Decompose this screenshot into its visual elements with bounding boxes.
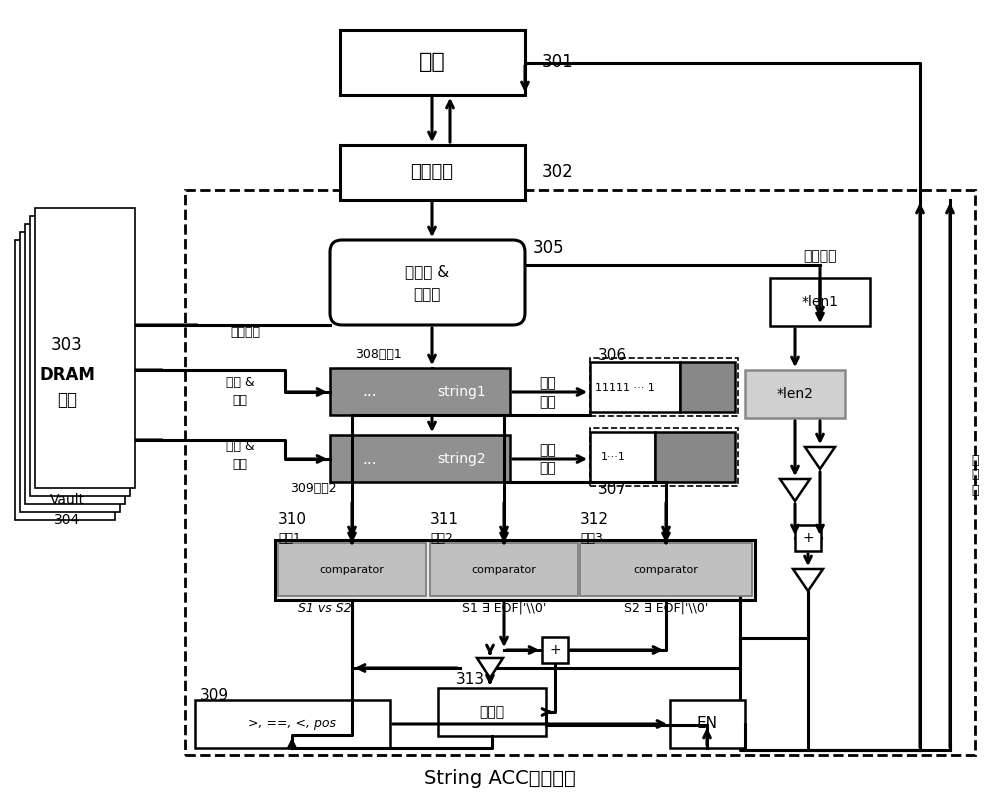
- Text: 312: 312: [580, 512, 609, 527]
- Text: String ACC（比较）: String ACC（比较）: [424, 768, 576, 788]
- Text: 访存请求: 访存请求: [230, 326, 260, 338]
- Text: 1···1: 1···1: [601, 452, 625, 462]
- Text: 控制消息: 控制消息: [411, 163, 454, 181]
- Bar: [438, 688, 546, 736]
- Text: S1 vs S2: S1 vs S2: [298, 602, 352, 614]
- Text: 比较2: 比较2: [430, 531, 453, 544]
- Text: >, ==, <, pos: >, ==, <, pos: [248, 717, 336, 730]
- Text: 简核: 简核: [419, 52, 445, 72]
- Text: 计数器: 计数器: [479, 705, 505, 719]
- Text: 移位: 移位: [540, 443, 556, 457]
- Bar: [590, 358, 738, 416]
- Bar: [590, 428, 738, 486]
- Bar: [330, 435, 510, 482]
- Text: 掩码: 掩码: [540, 461, 556, 475]
- Text: comparator: comparator: [634, 565, 698, 575]
- Polygon shape: [805, 447, 835, 469]
- Text: 预取: 预取: [232, 393, 248, 406]
- Text: 305: 305: [532, 239, 564, 257]
- Text: S2 ∃ EOF|'\\0': S2 ∃ EOF|'\\0': [624, 602, 708, 614]
- Text: 取数 &: 取数 &: [226, 440, 254, 453]
- Bar: [278, 543, 426, 596]
- Text: 309: 309: [200, 688, 229, 702]
- Text: 比较3: 比较3: [580, 531, 603, 544]
- Polygon shape: [793, 569, 823, 591]
- Text: 302: 302: [542, 163, 574, 181]
- Text: string2: string2: [438, 452, 486, 466]
- Text: 控制器: 控制器: [413, 287, 441, 302]
- Bar: [195, 700, 390, 748]
- Text: EN: EN: [696, 717, 718, 732]
- Bar: [795, 525, 821, 551]
- Text: 307: 307: [598, 483, 627, 497]
- Text: comparator: comparator: [320, 565, 384, 575]
- Bar: [340, 30, 525, 95]
- Bar: [330, 368, 510, 415]
- Bar: [770, 278, 870, 326]
- Text: ...: ...: [363, 452, 377, 467]
- Bar: [185, 190, 975, 755]
- Text: 306: 306: [598, 347, 627, 362]
- Text: 309缓存2: 309缓存2: [290, 481, 337, 495]
- Text: 比较1: 比较1: [278, 531, 301, 544]
- Text: 304: 304: [54, 513, 80, 527]
- Text: 移位: 移位: [540, 376, 556, 390]
- Text: 剩余长度: 剩余长度: [803, 249, 837, 263]
- Text: 掩码: 掩码: [540, 395, 556, 409]
- Text: 313: 313: [456, 673, 485, 688]
- Text: +: +: [549, 643, 561, 657]
- Text: S1 ∃ EOF|'\\0': S1 ∃ EOF|'\\0': [462, 602, 546, 614]
- Text: ...: ...: [363, 385, 377, 400]
- Text: 311: 311: [430, 512, 459, 527]
- Bar: [670, 700, 745, 748]
- Text: +: +: [802, 531, 814, 545]
- Text: comparator: comparator: [472, 565, 536, 575]
- FancyBboxPatch shape: [330, 240, 525, 325]
- Bar: [655, 432, 735, 482]
- Bar: [30, 216, 130, 496]
- Bar: [430, 543, 578, 596]
- Bar: [20, 232, 120, 512]
- Text: 预取: 预取: [232, 459, 248, 472]
- Polygon shape: [477, 658, 503, 678]
- Text: 301: 301: [542, 53, 574, 71]
- Text: 11111 ··· 1: 11111 ··· 1: [595, 383, 655, 393]
- Text: *len2: *len2: [777, 387, 813, 401]
- Text: 分片: 分片: [57, 391, 77, 409]
- Bar: [590, 362, 680, 412]
- Bar: [580, 543, 752, 596]
- Bar: [275, 540, 755, 600]
- Text: 结
部
路: 结 部 路: [971, 453, 979, 496]
- Text: 译码器 &: 译码器 &: [405, 264, 449, 279]
- Bar: [590, 432, 655, 482]
- Text: Vault: Vault: [49, 493, 85, 507]
- Text: 303: 303: [51, 336, 83, 354]
- Bar: [25, 224, 125, 504]
- Bar: [35, 208, 135, 488]
- Text: 取数 &: 取数 &: [226, 376, 254, 389]
- Polygon shape: [780, 479, 810, 501]
- Bar: [745, 370, 845, 418]
- Text: 308缓存1: 308缓存1: [355, 349, 402, 361]
- Bar: [340, 145, 525, 200]
- Text: 310: 310: [278, 512, 307, 527]
- Text: string1: string1: [438, 385, 486, 399]
- Bar: [680, 362, 735, 412]
- Text: DRAM: DRAM: [39, 366, 95, 384]
- Bar: [542, 637, 568, 663]
- Text: *len1: *len1: [802, 295, 838, 309]
- Bar: [15, 240, 115, 520]
